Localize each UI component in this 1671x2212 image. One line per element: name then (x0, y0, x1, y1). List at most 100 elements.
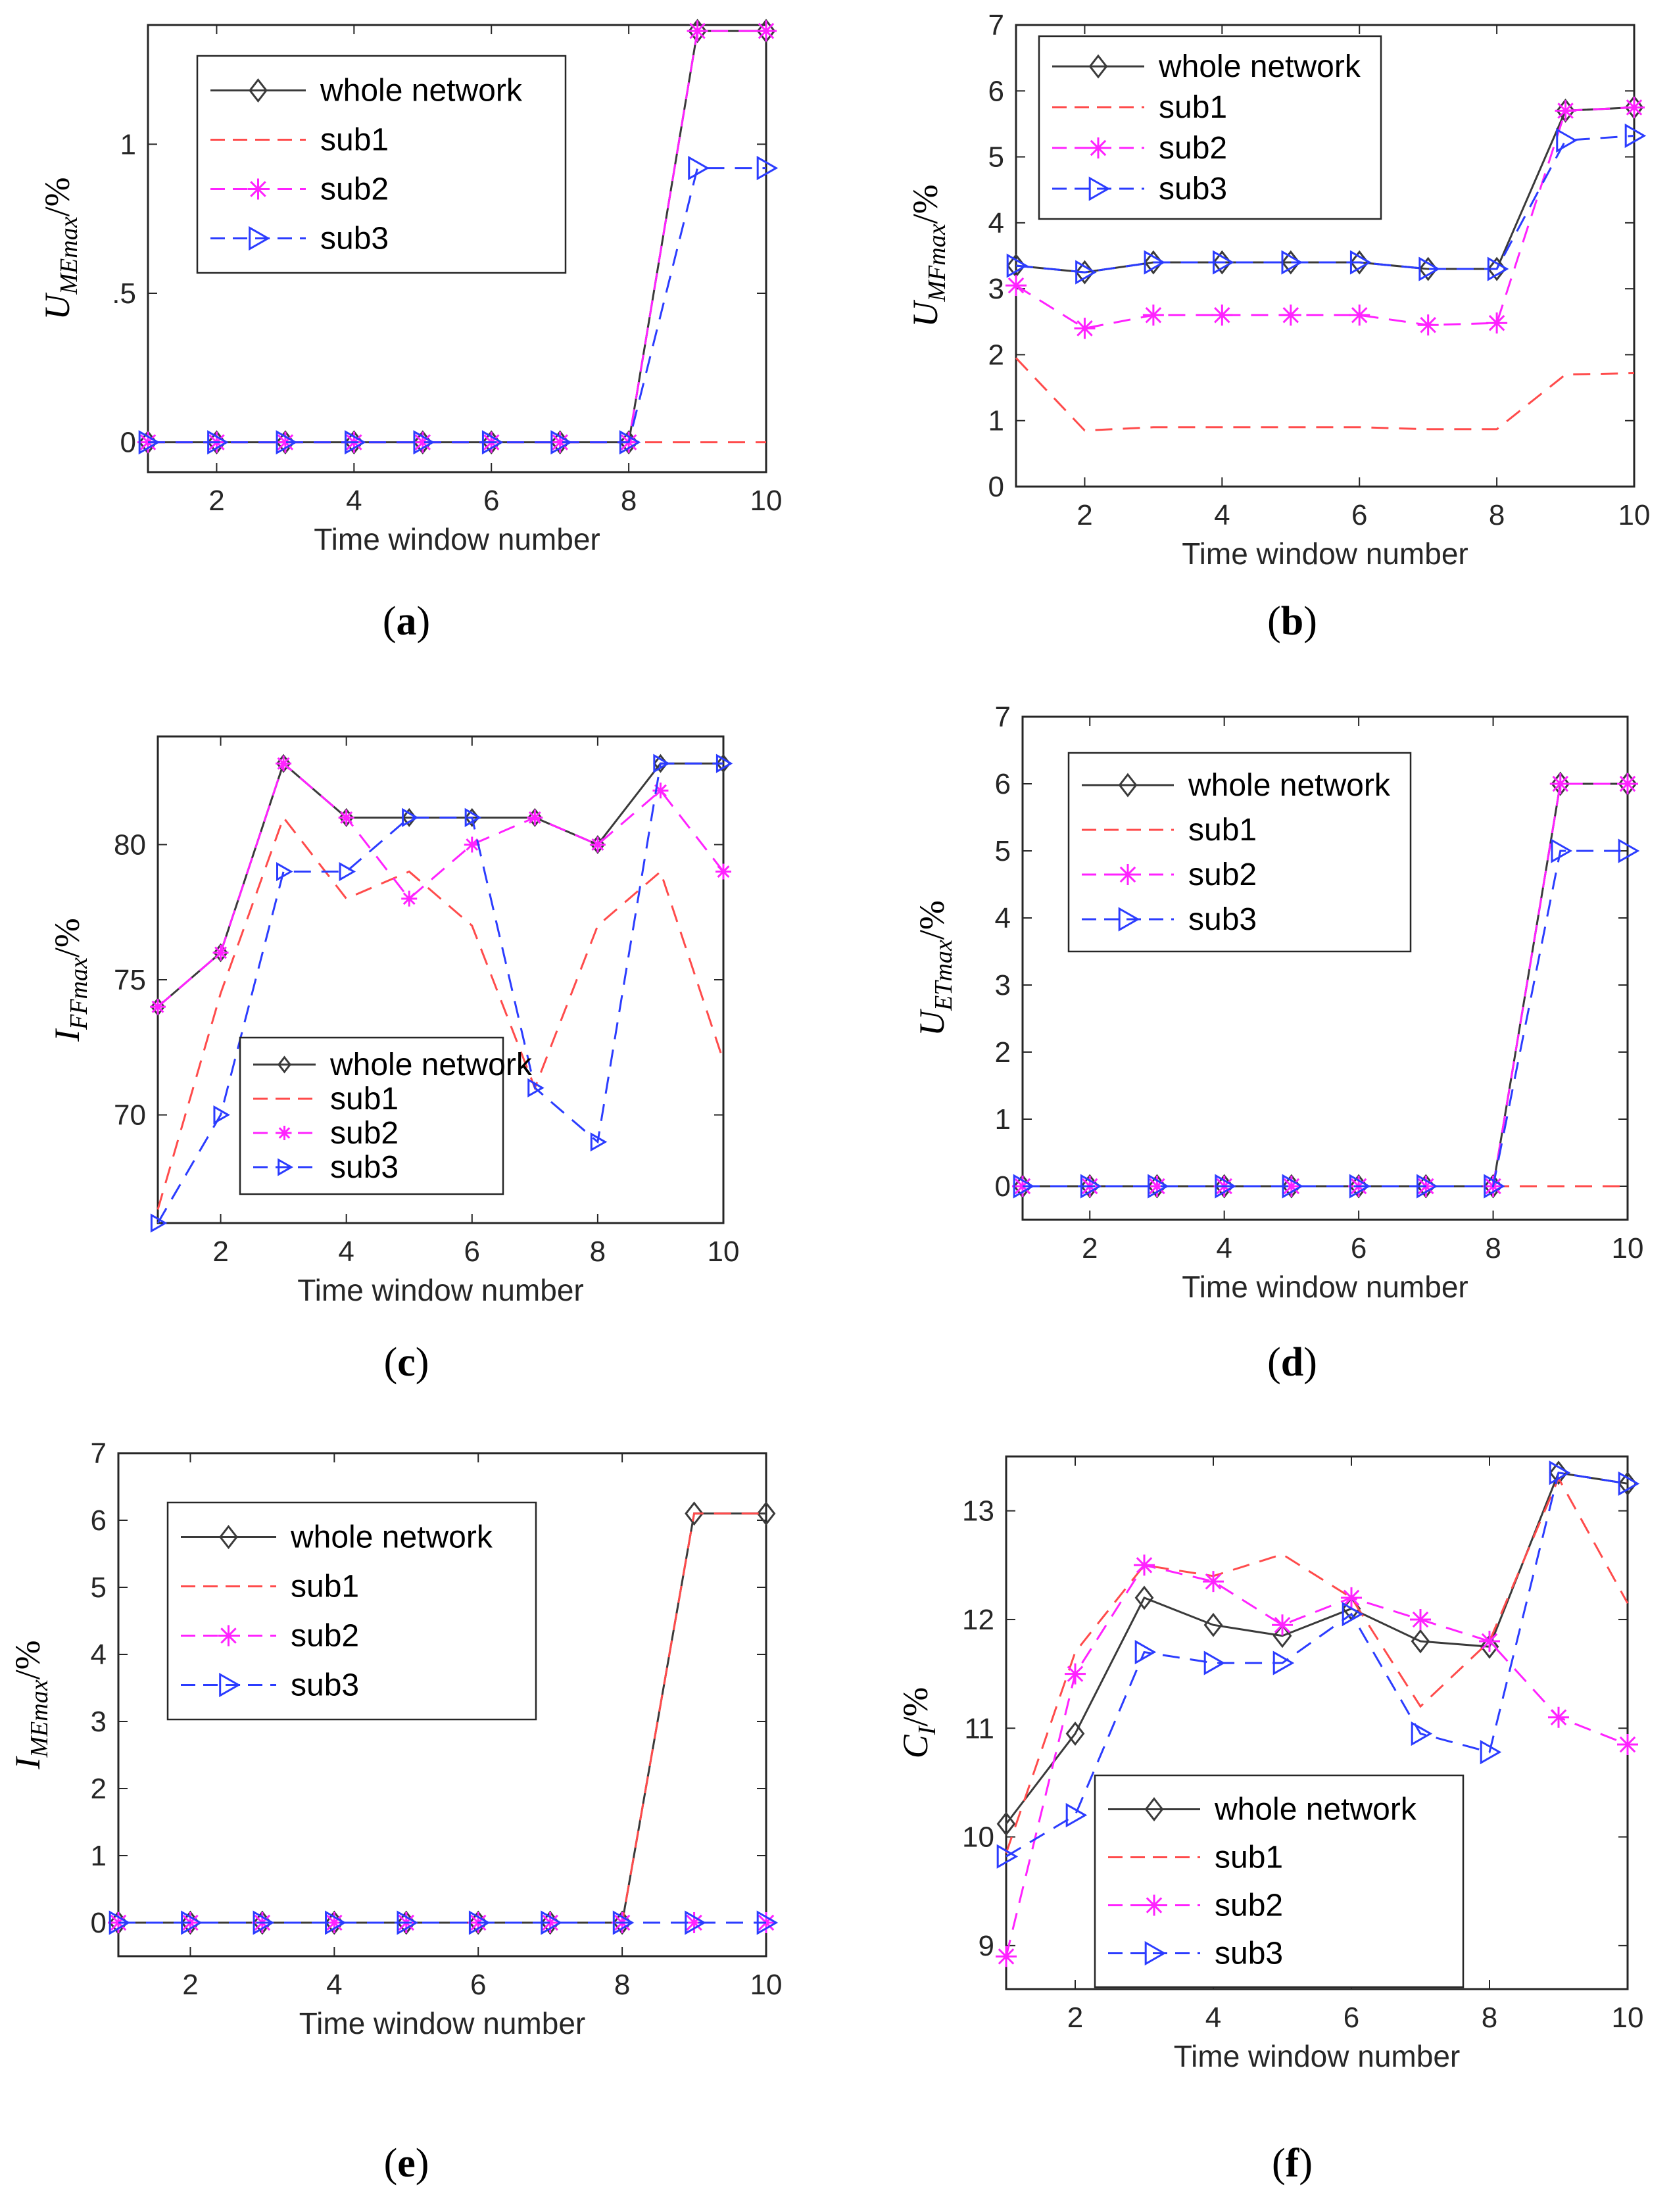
data-point (213, 1105, 230, 1125)
data-point (1065, 1663, 1086, 1685)
data-point (481, 430, 504, 455)
panel-caption: (a) (383, 599, 430, 644)
x-tick-label: 8 (1485, 1232, 1501, 1264)
x-tick-label: 8 (621, 485, 637, 517)
series-line (1015, 134, 1635, 274)
caption-close: ) (416, 1340, 429, 1385)
y-tick-label: 80 (114, 829, 146, 861)
y-axis-label-sub: MEmax (26, 1679, 53, 1758)
y-tick-label: 2 (995, 1036, 1011, 1069)
y-axis-label-sub: MFmax (923, 224, 951, 302)
x-tick-label: 8 (1489, 499, 1505, 531)
data-point (1065, 1721, 1085, 1746)
data-point (1148, 1174, 1169, 1199)
data-point (1487, 256, 1509, 281)
legend-label: sub2 (1159, 131, 1227, 166)
series-sub3 (1013, 838, 1640, 1199)
data-point (1005, 275, 1027, 297)
y-tick-label: 12 (962, 1604, 994, 1636)
x-tick-label: 10 (1618, 499, 1651, 531)
legend-label: whole network (320, 74, 523, 108)
data-point (464, 807, 482, 827)
data-point (1555, 100, 1576, 122)
series-sub1 (1015, 357, 1635, 432)
legend-label: sub3 (1215, 1936, 1283, 1971)
data-point (1618, 1471, 1640, 1496)
series-sub3 (138, 156, 779, 455)
legend-label: sub2 (291, 1619, 359, 1654)
data-point (1480, 1740, 1502, 1765)
data-point (687, 20, 708, 42)
y-axis-label-main: I (47, 1028, 87, 1042)
data-point (541, 1910, 562, 1935)
legend-marker (1088, 54, 1108, 79)
series-whole-network (150, 754, 731, 1017)
y-tick-label: .5 (112, 277, 136, 310)
chart-e: 2 4 6 8 10 0 1 2 3 4 5 6 7 Time window number IMEmax/%… (8, 1437, 782, 2186)
data-point (1417, 1174, 1438, 1199)
chart-d: 2 4 6 8 10 0 1 2 3 4 5 6 7 Time window number UETmax/%… (912, 701, 1643, 1385)
data-point (338, 809, 354, 826)
x-tick-label: 6 (464, 1236, 480, 1268)
caption-open: ( (1267, 1340, 1281, 1385)
data-point (1617, 773, 1638, 794)
data-point (619, 430, 641, 455)
x-axis-label: Time window number (314, 522, 600, 556)
panel-caption: (f) (1272, 2141, 1313, 2186)
y-axis-label-sub: ETmax (930, 940, 957, 1011)
caption-close: ) (416, 2141, 429, 2186)
data-point (1618, 838, 1640, 863)
caption-close: ) (1303, 599, 1317, 644)
legend-marker (249, 226, 270, 251)
y-tick-label: 9 (979, 1930, 994, 1962)
data-point (756, 20, 777, 42)
series-sub3 (996, 1460, 1640, 1869)
y-axis-label: IFFmax/% (47, 918, 93, 1042)
legend-marker (219, 1672, 241, 1698)
legend-label: whole network (1214, 1792, 1417, 1827)
y-tick-label: 5 (988, 141, 1004, 174)
legend-label: sub3 (1188, 902, 1257, 937)
data-point (996, 1812, 1016, 1837)
caption-open: ( (1272, 2141, 1286, 2186)
y-axis-label-unit: /% (906, 184, 945, 224)
y-tick-label: 2 (988, 339, 1004, 371)
data-point (1624, 97, 1645, 118)
legend-marker (218, 1625, 239, 1647)
x-axis-label: Time window number (1174, 2039, 1460, 2073)
series-line (1023, 782, 1628, 1188)
data-point (1486, 312, 1508, 334)
legend-label: sub1 (330, 1082, 399, 1117)
data-point (109, 1910, 131, 1935)
y-axis-label-main: U (906, 300, 945, 327)
data-point (150, 1213, 168, 1233)
legend-marker (247, 178, 269, 200)
series-line (118, 1512, 766, 1924)
chart-c: 2 4 6 8 10 70 75 80 Time window number IFFmax/% wh… (47, 735, 739, 1385)
legend-label: sub2 (320, 172, 389, 207)
legend-label: sub2 (1188, 857, 1257, 892)
data-point (1203, 1571, 1224, 1593)
x-tick-label: 2 (1082, 1232, 1098, 1264)
data-point (539, 1912, 561, 1933)
data-point (1134, 1639, 1157, 1665)
data-point (549, 431, 571, 453)
y-tick-label: 6 (988, 75, 1004, 107)
y-axis-label: UMEmax/% (37, 177, 83, 320)
data-point (1134, 1554, 1155, 1576)
data-point (1410, 1608, 1431, 1630)
data-point (1146, 1176, 1168, 1197)
y-tick-label: 4 (988, 207, 1004, 239)
x-tick-label: 4 (1214, 499, 1230, 531)
caption-letter: e (397, 2141, 416, 2186)
data-point (150, 999, 166, 1015)
series-line (1015, 106, 1635, 329)
legend-marker (278, 1055, 291, 1074)
data-point (1280, 304, 1301, 326)
data-point (683, 1912, 705, 1933)
